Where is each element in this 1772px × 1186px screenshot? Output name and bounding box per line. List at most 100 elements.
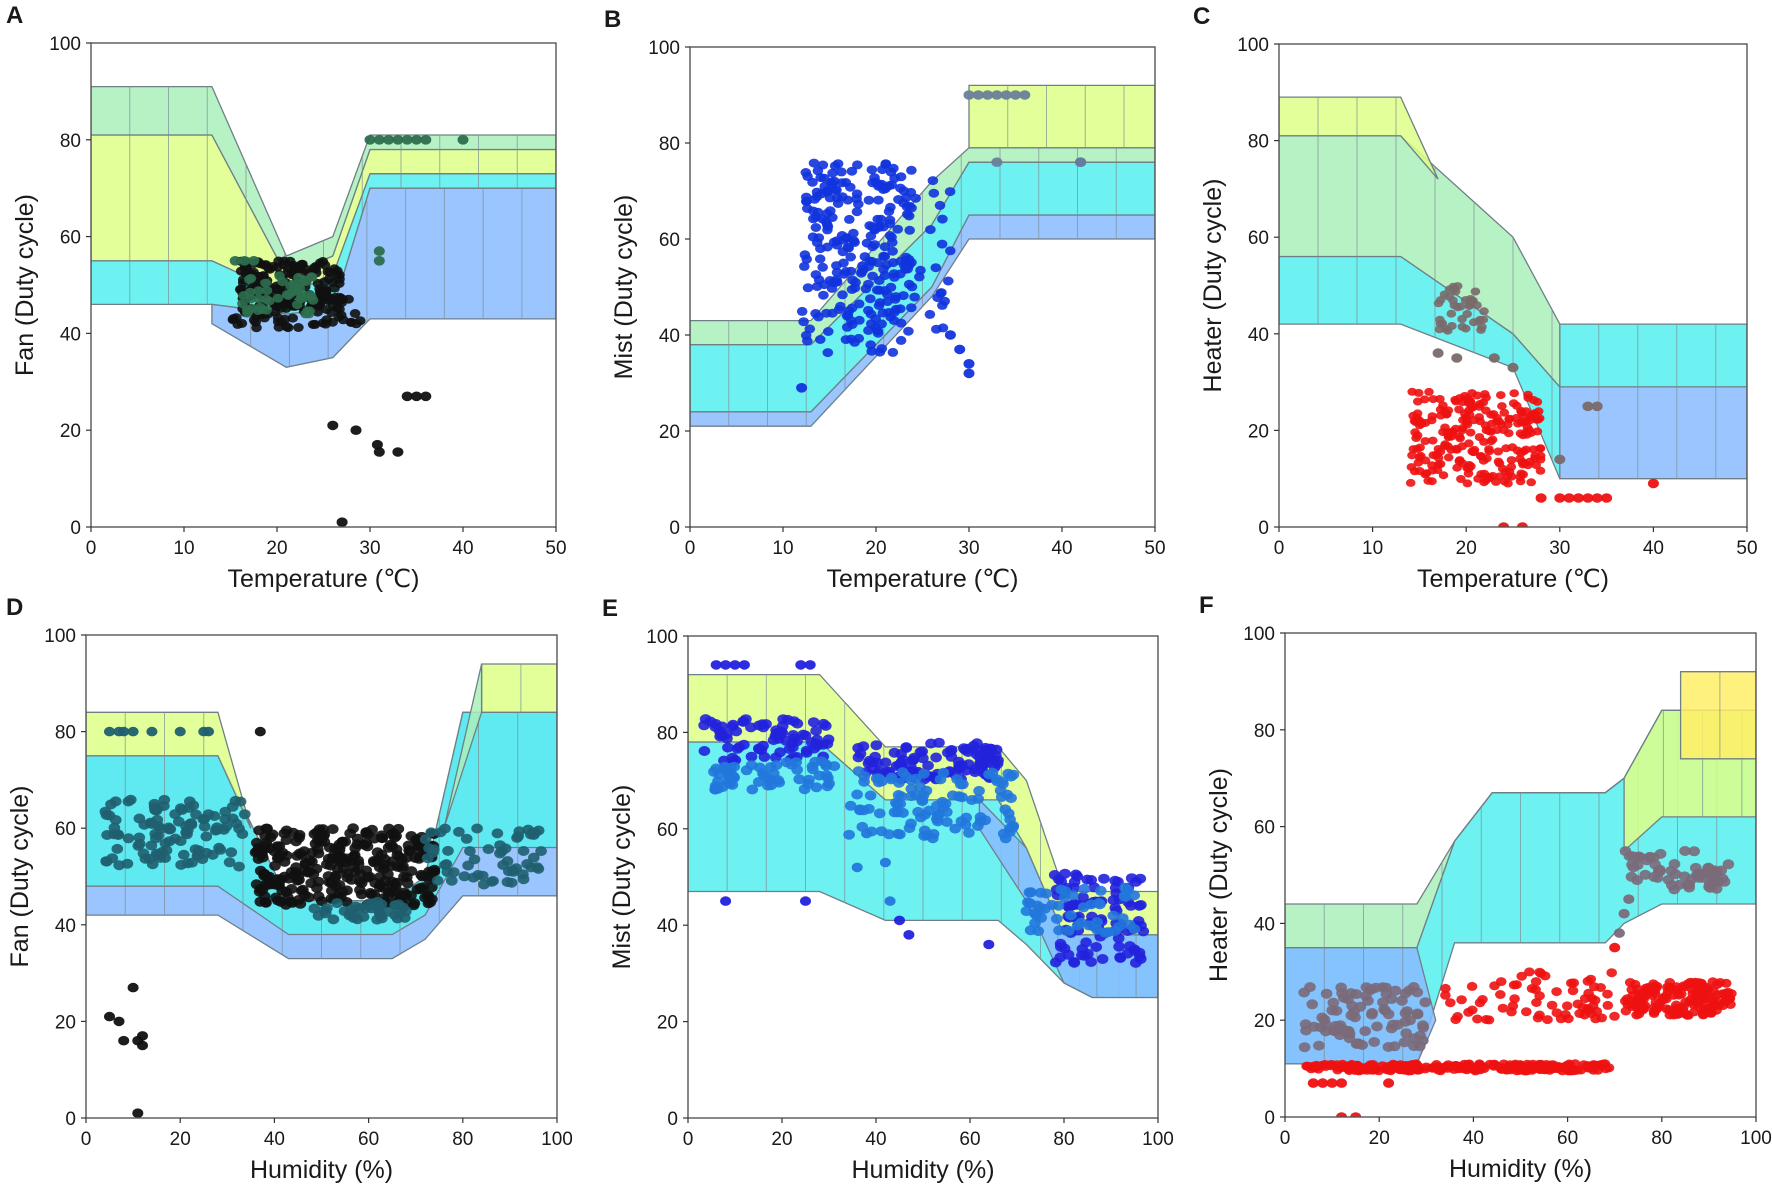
data-point — [355, 889, 368, 900]
data-point — [1414, 467, 1425, 475]
data-point — [801, 254, 812, 264]
y-tick-label: 0 — [667, 1109, 678, 1130]
data-point — [286, 288, 297, 298]
data-point — [894, 915, 905, 926]
data-point — [1509, 994, 1520, 1004]
x-axis-title: Temperature (℃) — [1417, 565, 1609, 593]
series-overlay — [708, 756, 1141, 938]
data-point — [420, 135, 432, 145]
data-point — [800, 745, 813, 756]
data-point — [852, 160, 863, 170]
data-point — [869, 240, 880, 250]
x-tick-label: 0 — [685, 538, 696, 559]
x-tick-label: 30 — [1549, 538, 1570, 559]
panel-B: 0 10 20 30 40 50 0 20 40 60 80 100 Temperature (℃) Mi… — [604, 6, 1166, 593]
data-point — [1719, 996, 1731, 1006]
data-point — [408, 898, 421, 909]
data-point — [401, 391, 413, 402]
data-point — [1516, 971, 1527, 981]
data-point — [1504, 415, 1514, 424]
x-tick-label: 20 — [266, 538, 287, 559]
data-point — [1646, 991, 1658, 1000]
data-point — [826, 180, 838, 189]
data-point — [1501, 1065, 1512, 1075]
data-point — [1521, 1007, 1532, 1017]
data-point — [411, 391, 422, 402]
data-point — [1427, 477, 1437, 486]
data-point — [419, 892, 431, 903]
data-point — [505, 877, 518, 888]
data-point — [1433, 1063, 1445, 1072]
data-point — [807, 764, 819, 775]
band-1 — [1559, 386, 1747, 480]
plot-frame — [689, 46, 1156, 528]
data-point — [853, 199, 864, 209]
data-point — [1058, 943, 1071, 954]
data-point — [1625, 871, 1638, 882]
data-point — [1652, 865, 1665, 876]
data-point — [1602, 1000, 1614, 1010]
data-point — [856, 267, 868, 277]
data-point — [271, 841, 284, 852]
data-point — [1704, 870, 1717, 881]
data-point — [985, 743, 997, 754]
data-point — [1662, 874, 1675, 885]
data-point — [471, 823, 483, 834]
y-tick-label: 40 — [657, 916, 678, 937]
data-point — [1446, 309, 1457, 318]
data-point — [1095, 885, 1107, 896]
data-point — [1474, 433, 1485, 442]
data-point — [163, 836, 176, 847]
data-point — [186, 857, 198, 868]
data-point — [108, 822, 121, 833]
data-point — [1523, 390, 1533, 399]
data-point — [458, 871, 471, 882]
data-point — [327, 277, 338, 287]
data-point — [771, 728, 783, 739]
data-point — [840, 178, 852, 187]
data-point — [1672, 1009, 1683, 1019]
data-point — [906, 755, 919, 766]
x-tick-label: 20 — [1369, 1128, 1390, 1149]
data-point — [1535, 444, 1545, 453]
data-point — [1516, 406, 1526, 415]
data-point — [1647, 478, 1659, 489]
data-point — [879, 286, 891, 296]
data-point — [983, 939, 995, 950]
y-tick-label: 60 — [60, 228, 81, 249]
data-point — [944, 187, 956, 197]
data-point — [288, 262, 300, 272]
data-point — [110, 815, 122, 825]
data-point — [1440, 441, 1450, 450]
data-point — [1367, 1060, 1379, 1069]
data-point — [904, 225, 915, 235]
data-point — [814, 254, 826, 264]
x-tick-label: 60 — [959, 1129, 980, 1150]
data-point — [1034, 887, 1047, 898]
data-point — [873, 766, 886, 776]
data-point — [914, 747, 927, 758]
y-tick-label: 20 — [657, 1013, 678, 1034]
data-point — [358, 839, 371, 850]
data-point — [303, 892, 315, 903]
data-point — [1516, 522, 1528, 527]
data-point — [810, 270, 822, 280]
data-point — [1461, 324, 1471, 333]
data-point — [823, 327, 834, 336]
data-point — [1455, 394, 1465, 403]
data-point — [1648, 1007, 1660, 1017]
data-point — [1462, 463, 1472, 472]
data-point — [127, 982, 139, 993]
data-point — [1427, 461, 1437, 470]
data-point — [1351, 1038, 1363, 1049]
data-point — [924, 309, 936, 319]
y-tick-label: 0 — [65, 1109, 76, 1130]
y-tick-label: 20 — [659, 422, 680, 443]
data-point — [383, 135, 395, 145]
data-point — [972, 90, 984, 100]
data-point — [928, 188, 940, 198]
data-point — [293, 323, 304, 332]
data-point — [1411, 1009, 1424, 1020]
data-point — [1496, 420, 1507, 429]
data-point — [811, 282, 823, 291]
